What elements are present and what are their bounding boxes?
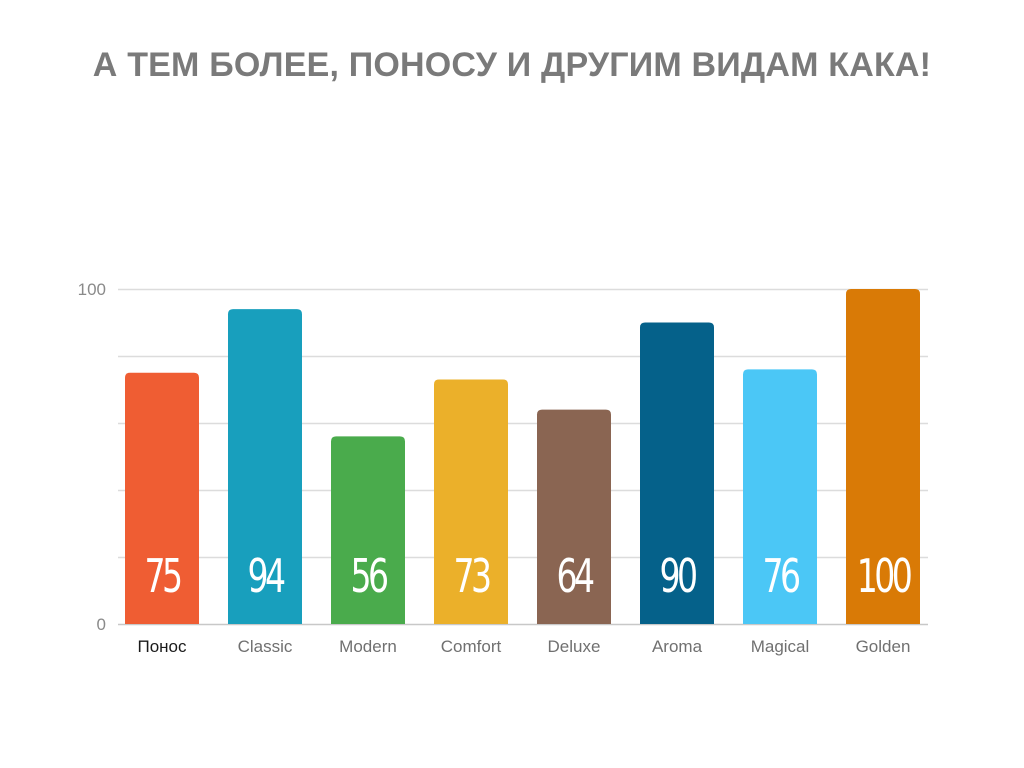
bar-magical [743,369,817,624]
bar-deluxe [537,409,611,624]
y-tick-label: 100 [78,280,106,299]
bar-aroma [640,322,714,624]
category-label: Aroma [652,637,703,656]
category-label: Golden [856,637,911,656]
category-label: Modern [339,637,397,656]
slide-title: А ТЕМ БОЛЕЕ, ПОНОСУ И ДРУГИМ ВИДАМ КАКА! [92,46,932,84]
axis-labels: 0 100 Понос Classic Modern Comfort Deluxe Aroma… [78,280,911,656]
bar-value-label: 73 [454,551,490,604]
bar-value-label: 56 [351,551,387,604]
y-tick-label: 0 [97,615,106,634]
bar-classic [228,309,302,624]
category-label: Classic [238,637,293,656]
bar-value-label: 64 [557,551,594,604]
bar-value-label: 75 [145,551,181,604]
bar-modern [331,436,405,624]
bar-comfort [434,379,508,624]
category-label: Magical [751,637,810,656]
bar-value-label: 90 [660,551,696,604]
category-label: Deluxe [548,637,601,656]
bars: 75 94 56 73 64 90 76 100 [125,289,920,624]
bar-value-label: 94 [248,551,285,604]
bar-понос [125,372,199,624]
bar-value-label: 100 [857,551,911,604]
category-label: Понос [137,637,187,656]
bar-value-label: 76 [763,551,799,604]
bar-golden [846,289,920,624]
category-label: Comfort [441,637,502,656]
